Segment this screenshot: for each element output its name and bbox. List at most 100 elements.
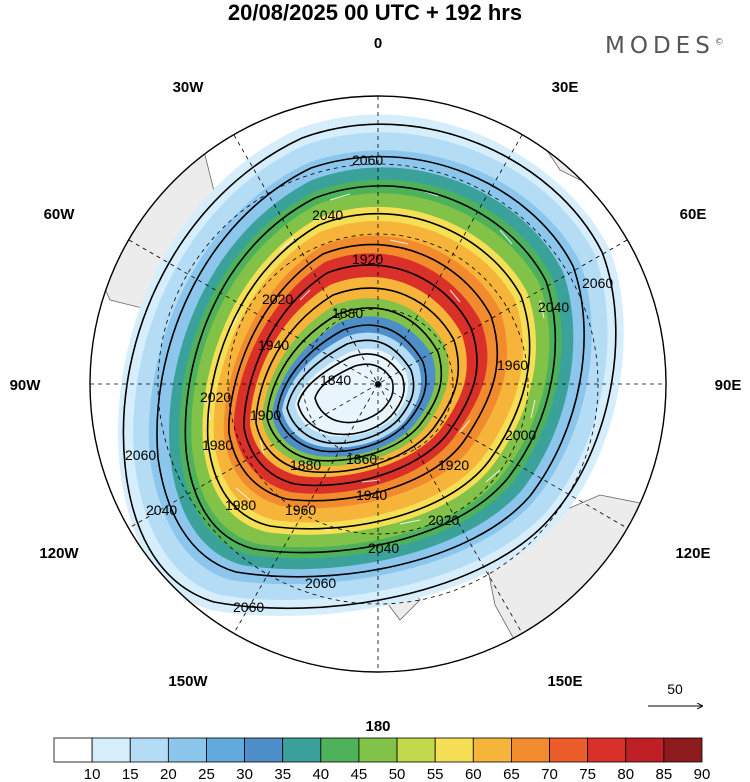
colorbar-swatch — [663, 737, 703, 763]
colorbar-swatch — [129, 737, 169, 763]
contour-label: 2060 — [582, 275, 613, 291]
longitude-label-0: 0 — [374, 35, 382, 52]
contour-1940 — [255, 287, 460, 474]
colorbar-swatch — [53, 737, 93, 763]
contour-label: 1960 — [497, 357, 528, 373]
height-contours — [122, 123, 617, 610]
wind-vector — [539, 299, 545, 319]
contour-label: 1880 — [332, 305, 363, 321]
colorbar-swatch — [206, 737, 245, 763]
contour-2020 — [184, 185, 557, 554]
contour-2000 — [206, 212, 531, 530]
wind-vector — [299, 289, 311, 301]
wind-speed-shading — [117, 114, 624, 617]
colorbar-tick-label: 10 — [84, 766, 101, 782]
contour-1900 — [276, 324, 427, 453]
wind-vector — [485, 469, 501, 483]
longitude-label-150w: 150W — [168, 673, 208, 690]
contour-label: 2040 — [312, 207, 343, 223]
colorbar-tick-label: 30 — [236, 766, 253, 782]
colorbar-tick-label: 40 — [312, 766, 329, 782]
contour-1880 — [286, 339, 415, 445]
colorbar-swatch — [549, 737, 589, 763]
colorbar-tick-label: 65 — [503, 766, 520, 782]
colorbar-tick-label: 20 — [160, 766, 177, 782]
contour-label: 2040 — [538, 299, 569, 315]
longitude-label-60w: 60W — [44, 206, 76, 223]
contour-1980 — [228, 243, 499, 502]
brand-name: MODES — [605, 33, 715, 59]
contour-1840 — [314, 363, 394, 424]
contour-label: 2060 — [352, 152, 383, 168]
contour-label: 1920 — [352, 251, 383, 267]
longitude-label-120w: 120W — [39, 545, 79, 562]
wind-vector — [449, 289, 461, 303]
wind-vector — [259, 439, 265, 455]
wind-vector — [459, 419, 471, 433]
wind-vector — [530, 399, 536, 419]
colorbar-tick-label: 25 — [198, 766, 215, 782]
contour-label: 2020 — [428, 512, 459, 528]
longitude-label-90w: 90W — [10, 377, 42, 394]
wind-vector — [389, 239, 409, 245]
colorbar-swatch — [587, 737, 627, 763]
contour-label: 1980 — [202, 437, 233, 453]
colorbar-swatch — [472, 737, 512, 763]
colorbar-tick-label: 35 — [274, 766, 291, 782]
reference-vector-label: 50 — [667, 681, 683, 697]
longitude-label-120e: 120E — [675, 545, 710, 562]
colorbar-tick-label: 50 — [389, 766, 406, 782]
madagascar-landmass — [587, 149, 623, 181]
colorbar-swatch — [91, 737, 131, 763]
contour-label: 2020 — [262, 291, 293, 307]
colorbar-tick-label: 60 — [465, 766, 482, 782]
map-title: 20/08/2025 00 UTC + 192 hrs — [227, 0, 523, 25]
map-disk — [90, 96, 666, 672]
contour-label: 2040 — [146, 502, 177, 518]
wind-vectors — [207, 189, 545, 531]
contour-2040 — [156, 155, 585, 578]
longitude-label-180: 180 — [365, 718, 390, 735]
wind-vector — [499, 229, 513, 245]
contour-label: 1920 — [438, 457, 469, 473]
colorbar-tick-label: 70 — [541, 766, 558, 782]
brand-logo: MODES© — [605, 33, 724, 59]
longitude-label-60e: 60E — [680, 206, 707, 223]
map-boundary — [89, 95, 667, 673]
contour-1860 — [297, 353, 405, 436]
wind-vector — [229, 313, 239, 331]
wind-vector — [279, 237, 295, 251]
colorbar-swatch — [320, 737, 360, 763]
colorbar-tick-label: 45 — [351, 766, 368, 782]
colorbar-swatch — [167, 737, 207, 763]
wind-vector — [235, 487, 251, 501]
colorbar-swatch — [511, 737, 550, 763]
colorbar-swatch — [358, 737, 398, 763]
contour-label: 2060 — [305, 575, 336, 591]
contour-label: 1880 — [290, 457, 321, 473]
contour-2060 — [122, 123, 617, 610]
reference-vector: 50 — [648, 681, 702, 706]
contour-label: 1960 — [285, 502, 316, 518]
contour-label: 1980 — [225, 497, 256, 513]
contour-label: 2060 — [125, 447, 156, 463]
colorbar: 10 15 20 25 30 35 40 45 50 55 60 65 70 75 80 85 90 — [53, 737, 710, 782]
contour-label: 2000 — [505, 427, 536, 443]
contour-label: 1860 — [346, 451, 377, 467]
longitude-label-150e: 150E — [547, 673, 582, 690]
wind-shade-10-core — [295, 348, 409, 437]
longitude-label-30e: 30E — [552, 79, 579, 96]
contour-label: 1900 — [250, 407, 281, 423]
wind-vector — [329, 193, 351, 201]
contour-label: 1940 — [258, 337, 289, 353]
contour-label: 2060 — [233, 599, 264, 615]
longitude-label-90e: 90E — [715, 377, 742, 394]
colorbar-swatch — [625, 737, 665, 763]
longitude-labels: 0 30E 60E 90E 120E 150E 180 150W 120W 90… — [10, 35, 742, 735]
colorbar-swatch — [396, 737, 436, 763]
wind-vector — [399, 519, 421, 525]
colorbar-swatch — [244, 737, 284, 763]
wind-vector — [361, 479, 381, 483]
colorbar-tick-label: 85 — [656, 766, 673, 782]
